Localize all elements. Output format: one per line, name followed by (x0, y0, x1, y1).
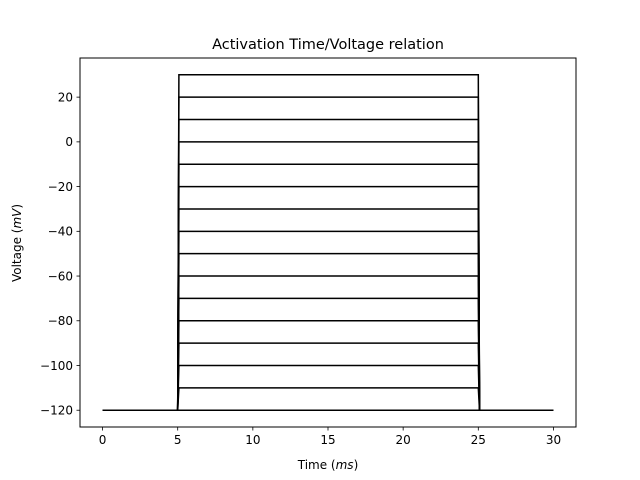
plot-area (79, 57, 577, 428)
y-tick-label: −120 (40, 404, 73, 418)
y-axis-label: Voltage (mV) (10, 204, 24, 282)
x-tick-label: 0 (99, 433, 107, 447)
x-tick-label: 5 (174, 433, 182, 447)
voltage-traces (102, 74, 554, 411)
x-tick-label: 10 (245, 433, 260, 447)
y-tick-label: −80 (48, 314, 73, 328)
x-tick-label: 25 (471, 433, 486, 447)
x-tick-label: 20 (396, 433, 411, 447)
y-tick-label: 0 (65, 135, 73, 149)
axes-frame (79, 57, 577, 428)
y-tick-label: −20 (48, 180, 73, 194)
chart-title: Activation Time/Voltage relation (212, 37, 444, 53)
y-tick-label: −40 (48, 225, 73, 239)
trace-15 (102, 74, 554, 411)
y-tick-label: −60 (48, 269, 73, 283)
y-tick-label: 20 (58, 90, 73, 104)
y-tick-label: −100 (40, 359, 73, 373)
y-axis-ticks: −120 −100 −80 −60 −40 −20 0 20 (40, 90, 80, 418)
x-tick-label: 30 (546, 433, 561, 447)
x-axis-label: Time (ms) (297, 458, 359, 472)
x-axis-ticks: 0 5 10 15 20 25 30 (99, 427, 561, 447)
x-tick-label: 15 (320, 433, 335, 447)
